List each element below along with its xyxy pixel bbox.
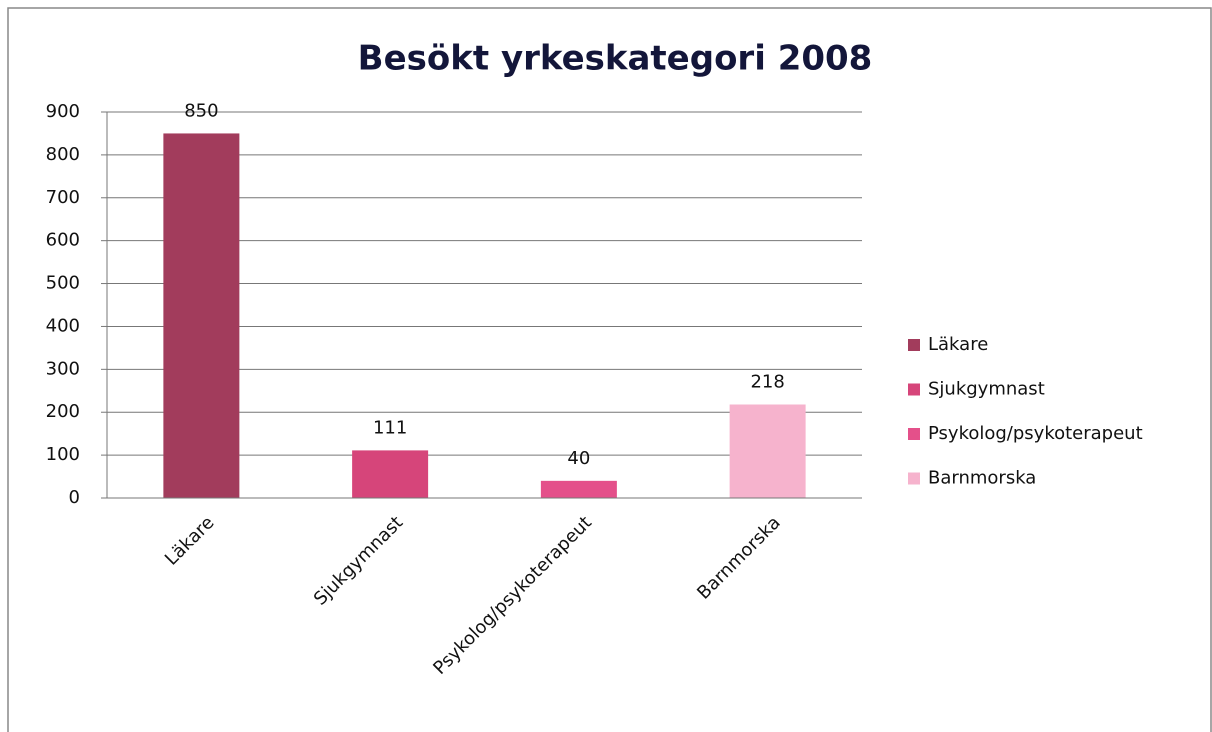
y-tick-label: 700 (46, 187, 80, 208)
legend-label: Sjukgymnast (928, 379, 1045, 400)
data-label: 111 (373, 417, 407, 438)
y-tick-label: 800 (46, 144, 80, 165)
data-label: 850 (184, 100, 218, 121)
y-tick-label: 900 (46, 101, 80, 122)
bar (540, 480, 617, 498)
data-label: 218 (750, 372, 784, 393)
bar (729, 404, 806, 498)
y-tick-label: 300 (46, 358, 80, 379)
legend-label: Läkare (928, 334, 988, 355)
y-tick-label: 500 (46, 273, 80, 294)
legend-swatch (908, 428, 920, 440)
legend-swatch (908, 339, 920, 351)
y-tick-label: 200 (46, 401, 80, 422)
y-tick-label: 0 (69, 487, 80, 508)
legend-swatch (908, 383, 920, 396)
data-label: 40 (567, 448, 590, 469)
y-tick-label: 400 (46, 315, 80, 336)
bar (163, 133, 240, 498)
legend-label: Psykolog/psykoterapeut (928, 423, 1143, 444)
legend-swatch (908, 472, 920, 485)
legend-label: Barnmorska (928, 468, 1036, 489)
chart-title: Besökt yrkeskategori 2008 (358, 39, 873, 79)
bar (352, 450, 429, 498)
y-tick-label: 100 (46, 444, 80, 465)
y-tick-label: 600 (46, 230, 80, 251)
